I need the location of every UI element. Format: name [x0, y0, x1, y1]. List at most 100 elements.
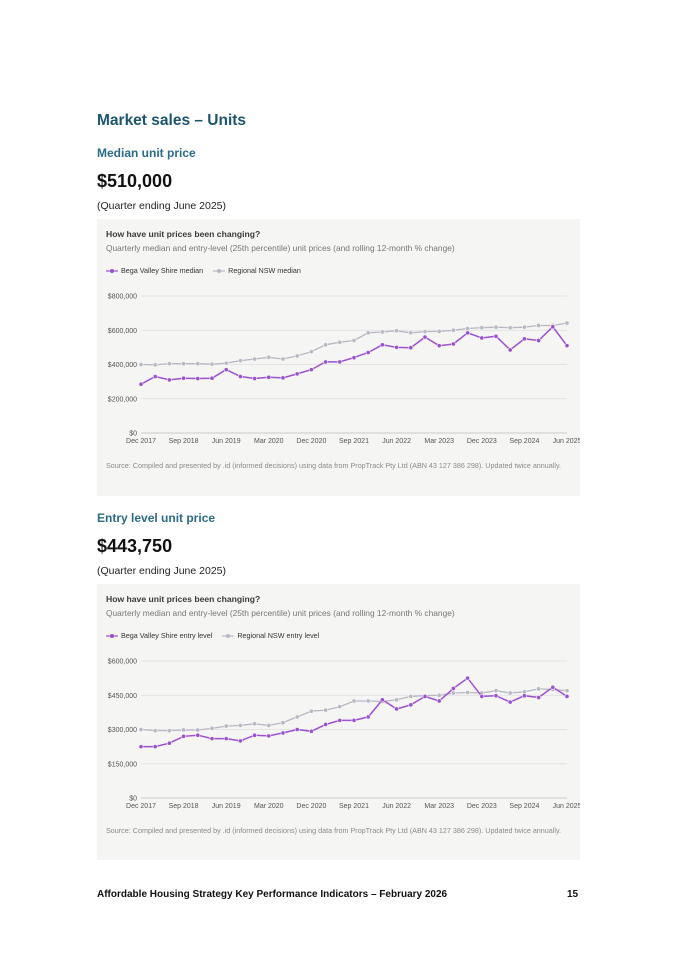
data-point-regional[interactable] — [379, 329, 385, 335]
data-point-regional[interactable] — [138, 362, 144, 367]
data-point-regional[interactable] — [223, 360, 229, 366]
data-point-regional[interactable] — [280, 356, 286, 362]
data-point-regional[interactable] — [351, 338, 357, 343]
data-point-local[interactable] — [195, 732, 201, 738]
data-point-local[interactable] — [209, 375, 215, 381]
data-point-regional[interactable] — [465, 326, 470, 331]
data-point-regional[interactable] — [408, 693, 414, 699]
data-point-local[interactable] — [294, 727, 300, 732]
data-point-local[interactable] — [351, 717, 357, 723]
data-point-local[interactable] — [308, 367, 314, 373]
data-point-regional[interactable] — [479, 325, 485, 331]
legend-item-local[interactable]: Bega Valley Shire entry level — [106, 631, 212, 640]
data-point-local[interactable] — [237, 738, 243, 744]
data-point-local[interactable] — [337, 359, 343, 365]
data-point-regional[interactable] — [337, 704, 343, 710]
data-point-local[interactable] — [223, 367, 229, 373]
data-point-regional[interactable] — [209, 361, 215, 367]
data-point-local[interactable] — [436, 343, 442, 349]
data-point-local[interactable] — [365, 714, 371, 720]
data-point-regional[interactable] — [365, 330, 371, 336]
data-point-local[interactable] — [195, 376, 201, 381]
legend-item-regional[interactable]: Regional NSW entry level — [222, 631, 319, 640]
data-point-regional[interactable] — [181, 361, 186, 367]
data-point-regional[interactable] — [465, 690, 470, 695]
data-point-regional[interactable] — [394, 697, 399, 703]
data-point-local[interactable] — [379, 342, 385, 348]
data-point-local[interactable] — [280, 730, 286, 736]
data-point-local[interactable] — [237, 374, 243, 379]
legend-item-local[interactable]: Bega Valley Shire median — [106, 266, 203, 275]
data-point-regional[interactable] — [493, 324, 499, 330]
data-point-regional[interactable] — [521, 324, 527, 330]
data-point-local[interactable] — [266, 374, 272, 380]
data-point-regional[interactable] — [436, 692, 442, 698]
data-point-local[interactable] — [181, 375, 186, 381]
data-point-regional[interactable] — [294, 714, 300, 720]
data-point-regional[interactable] — [152, 728, 158, 734]
data-point-local[interactable] — [479, 693, 485, 699]
data-point-local[interactable] — [323, 359, 328, 365]
data-point-local[interactable] — [521, 693, 527, 699]
data-point-local[interactable] — [252, 376, 257, 381]
data-point-regional[interactable] — [536, 323, 541, 328]
data-point-local[interactable] — [536, 338, 541, 343]
data-point-local[interactable] — [550, 324, 556, 330]
data-point-local[interactable] — [167, 740, 172, 746]
data-point-local[interactable] — [266, 733, 272, 739]
data-point-local[interactable] — [507, 699, 513, 705]
data-point-regional[interactable] — [252, 356, 257, 362]
data-point-local[interactable] — [493, 693, 499, 699]
data-point-local[interactable] — [507, 347, 513, 353]
data-point-local[interactable] — [365, 350, 371, 355]
data-point-local[interactable] — [465, 675, 470, 681]
data-point-local[interactable] — [280, 375, 286, 381]
data-point-regional[interactable] — [152, 362, 158, 368]
data-point-local[interactable] — [152, 374, 158, 379]
data-point-regional[interactable] — [422, 329, 428, 335]
data-point-regional[interactable] — [181, 727, 186, 733]
data-point-local[interactable] — [479, 335, 485, 341]
data-point-regional[interactable] — [237, 358, 243, 364]
data-point-regional[interactable] — [536, 686, 541, 692]
data-point-regional[interactable] — [521, 689, 527, 695]
data-point-regional[interactable] — [337, 339, 343, 345]
data-point-local[interactable] — [408, 702, 414, 708]
data-point-regional[interactable] — [252, 721, 257, 727]
data-point-regional[interactable] — [209, 725, 215, 731]
data-point-local[interactable] — [223, 736, 229, 742]
data-point-regional[interactable] — [223, 723, 229, 729]
data-point-regional[interactable] — [266, 722, 272, 728]
data-point-local[interactable] — [536, 695, 541, 700]
data-point-regional[interactable] — [507, 325, 513, 331]
data-point-regional[interactable] — [195, 361, 201, 367]
data-point-local[interactable] — [465, 330, 470, 336]
data-point-local[interactable] — [138, 744, 144, 750]
data-point-regional[interactable] — [323, 342, 328, 348]
data-point-local[interactable] — [394, 706, 399, 712]
data-point-local[interactable] — [493, 333, 499, 339]
data-point-regional[interactable] — [323, 707, 328, 713]
data-point-local[interactable] — [181, 733, 186, 739]
data-point-local[interactable] — [436, 698, 442, 704]
data-point-local[interactable] — [394, 344, 399, 350]
data-point-regional[interactable] — [266, 354, 272, 360]
data-point-local[interactable] — [351, 355, 357, 361]
data-point-regional[interactable] — [308, 708, 314, 714]
data-point-local[interactable] — [138, 381, 144, 387]
data-point-local[interactable] — [422, 334, 428, 340]
data-point-local[interactable] — [252, 732, 257, 738]
data-point-local[interactable] — [294, 371, 300, 377]
data-point-local[interactable] — [308, 728, 314, 734]
legend-item-regional[interactable]: Regional NSW median — [213, 266, 301, 275]
data-point-regional[interactable] — [195, 727, 201, 733]
data-point-regional[interactable] — [436, 329, 442, 334]
data-point-regional[interactable] — [507, 690, 513, 696]
data-point-local[interactable] — [564, 343, 570, 349]
data-point-regional[interactable] — [365, 698, 371, 704]
data-point-local[interactable] — [323, 722, 328, 727]
data-point-regional[interactable] — [351, 698, 357, 704]
data-point-regional[interactable] — [167, 728, 172, 734]
data-point-local[interactable] — [379, 697, 385, 703]
data-point-local[interactable] — [450, 686, 456, 691]
